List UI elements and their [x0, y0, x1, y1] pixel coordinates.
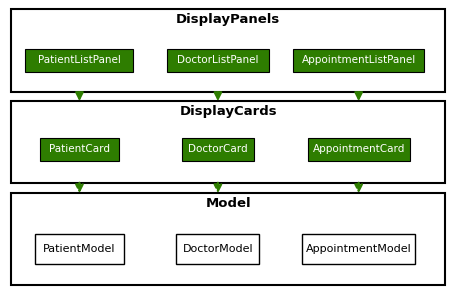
Bar: [293, 49, 424, 72]
Text: DisplayCards: DisplayCards: [179, 105, 277, 118]
Text: AppointmentListPanel: AppointmentListPanel: [301, 55, 416, 66]
Bar: [308, 138, 410, 161]
Bar: [302, 234, 415, 264]
Text: Model: Model: [205, 197, 251, 210]
Text: AppointmentCard: AppointmentCard: [312, 144, 405, 155]
Bar: [25, 49, 133, 72]
Bar: [11, 9, 445, 92]
Text: DoctorCard: DoctorCard: [188, 144, 248, 155]
Text: DoctorModel: DoctorModel: [183, 244, 253, 254]
Bar: [40, 138, 118, 161]
Bar: [35, 234, 124, 264]
Text: PatientModel: PatientModel: [43, 244, 116, 254]
Bar: [167, 49, 269, 72]
Bar: [11, 193, 445, 285]
Bar: [182, 138, 254, 161]
Text: PatientCard: PatientCard: [49, 144, 110, 155]
Text: DisplayPanels: DisplayPanels: [176, 13, 280, 26]
Text: PatientListPanel: PatientListPanel: [38, 55, 121, 66]
Text: DoctorListPanel: DoctorListPanel: [177, 55, 259, 66]
Text: AppointmentModel: AppointmentModel: [306, 244, 411, 254]
Bar: [11, 101, 445, 183]
Bar: [176, 234, 260, 264]
